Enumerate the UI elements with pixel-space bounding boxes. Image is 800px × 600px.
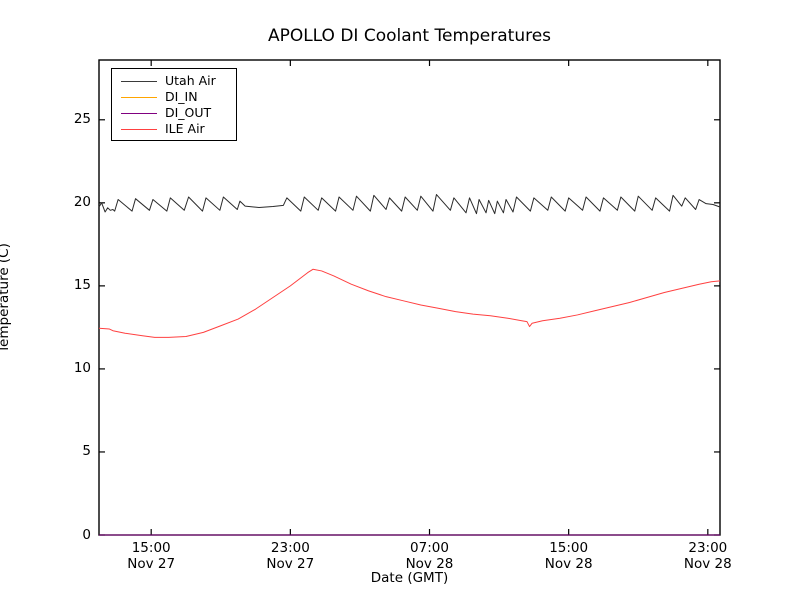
legend-label: DI_IN: [165, 89, 198, 104]
y-axis-label: Temperature (C): [0, 243, 12, 353]
legend-label: Utah Air: [165, 73, 216, 88]
ile-air-line-sample: [121, 128, 157, 130]
y-tick-label: 0: [82, 526, 91, 543]
y-tick-label: 20: [73, 194, 91, 211]
y-tick-label: 25: [73, 111, 91, 128]
x-tick-label: 23:00 Nov 27: [266, 540, 315, 572]
di-out-line-sample: [121, 112, 157, 114]
series-utah-air: [98, 194, 721, 215]
legend-label: DI_OUT: [165, 105, 212, 120]
legend: Utah Air DI_IN DI_OUT ILE Air: [111, 68, 237, 141]
di-in-line-sample: [121, 96, 157, 98]
y-tick-label: 15: [73, 277, 91, 294]
legend-item-di-in: DI_IN: [112, 89, 236, 105]
legend-item-ile-air: ILE Air: [112, 121, 236, 137]
x-tick-label: 23:00 Nov 28: [683, 540, 732, 572]
series-ile-air: [98, 268, 721, 338]
y-tick-label: 10: [73, 360, 91, 377]
legend-label: ILE Air: [165, 121, 205, 136]
x-tick-label: 07:00 Nov 28: [405, 540, 454, 572]
utah-air-line-sample: [121, 80, 157, 82]
legend-item-utah-air: Utah Air: [112, 73, 236, 89]
x-tick-label: 15:00 Nov 27: [127, 540, 176, 572]
y-tick-label: 5: [82, 443, 91, 460]
legend-item-di-out: DI_OUT: [112, 105, 236, 121]
x-tick-label: 15:00 Nov 28: [544, 540, 593, 572]
x-axis-label: Date (GMT): [370, 570, 449, 586]
chart-title: APOLLO DI Coolant Temperatures: [267, 26, 552, 46]
